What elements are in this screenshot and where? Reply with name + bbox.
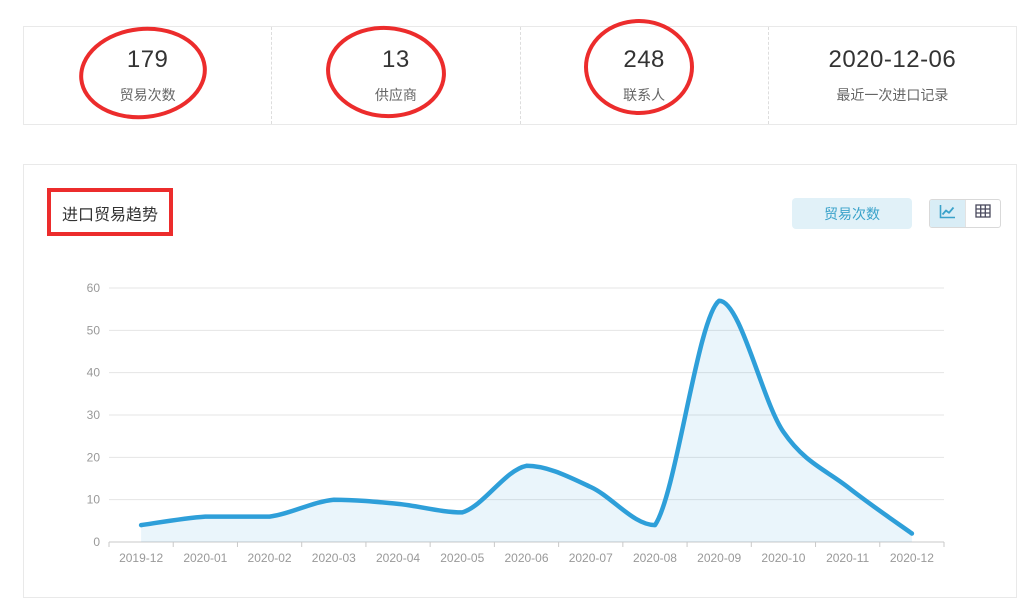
line-chart-icon bbox=[939, 204, 956, 224]
trend-area-chart[interactable]: 0 10 20 30 40 50 60 2019-12 2020-01 2020-02 2020-0… bbox=[24, 165, 1018, 599]
svg-text:10: 10 bbox=[87, 493, 101, 507]
stat-last-import: 2020-12-06 最近一次进口记录 bbox=[767, 27, 1016, 124]
svg-text:2020-06: 2020-06 bbox=[504, 551, 548, 565]
stat-value: 179 bbox=[126, 46, 169, 73]
chart-view-toggle bbox=[929, 199, 1001, 228]
svg-text:2020-08: 2020-08 bbox=[633, 551, 677, 565]
svg-text:2020-05: 2020-05 bbox=[440, 551, 484, 565]
trend-card: 进口贸易趋势 贸易次数 bbox=[23, 164, 1017, 598]
stat-label: 供应商 bbox=[374, 87, 417, 103]
svg-text:60: 60 bbox=[87, 281, 101, 295]
stat-label: 最近一次进口记录 bbox=[836, 87, 949, 103]
svg-text:2020-09: 2020-09 bbox=[697, 551, 741, 565]
svg-text:2020-04: 2020-04 bbox=[376, 551, 420, 565]
table-view-button[interactable] bbox=[964, 200, 1001, 227]
stat-contacts: 248 联系人 bbox=[519, 27, 768, 124]
svg-text:2020-01: 2020-01 bbox=[183, 551, 227, 565]
svg-text:2020-11: 2020-11 bbox=[826, 551, 869, 565]
svg-text:30: 30 bbox=[87, 408, 101, 422]
svg-text:2019-12: 2019-12 bbox=[119, 551, 163, 565]
svg-text:50: 50 bbox=[87, 323, 101, 337]
stat-label: 联系人 bbox=[623, 87, 666, 103]
svg-text:0: 0 bbox=[93, 535, 100, 549]
svg-text:20: 20 bbox=[87, 450, 101, 464]
stat-trade-count: 179 贸易次数 bbox=[24, 27, 271, 124]
svg-text:2020-07: 2020-07 bbox=[569, 551, 613, 565]
stat-value: 248 bbox=[623, 46, 665, 73]
metric-button[interactable]: 贸易次数 bbox=[792, 198, 912, 229]
svg-text:2020-12: 2020-12 bbox=[890, 551, 934, 565]
svg-text:2020-10: 2020-10 bbox=[761, 551, 805, 565]
line-view-button[interactable] bbox=[930, 200, 965, 227]
svg-text:2020-03: 2020-03 bbox=[312, 551, 356, 565]
stats-card: 179 贸易次数 13 供应商 248 联系人 2020-12-06 最近一次进… bbox=[23, 26, 1017, 125]
stat-label: 贸易次数 bbox=[119, 87, 176, 103]
svg-text:40: 40 bbox=[87, 366, 101, 380]
stat-value: 13 bbox=[382, 46, 410, 73]
stat-suppliers: 13 供应商 bbox=[271, 27, 519, 124]
table-icon bbox=[975, 204, 991, 223]
stat-value: 2020-12-06 bbox=[828, 46, 957, 73]
svg-text:2020-02: 2020-02 bbox=[248, 551, 292, 565]
